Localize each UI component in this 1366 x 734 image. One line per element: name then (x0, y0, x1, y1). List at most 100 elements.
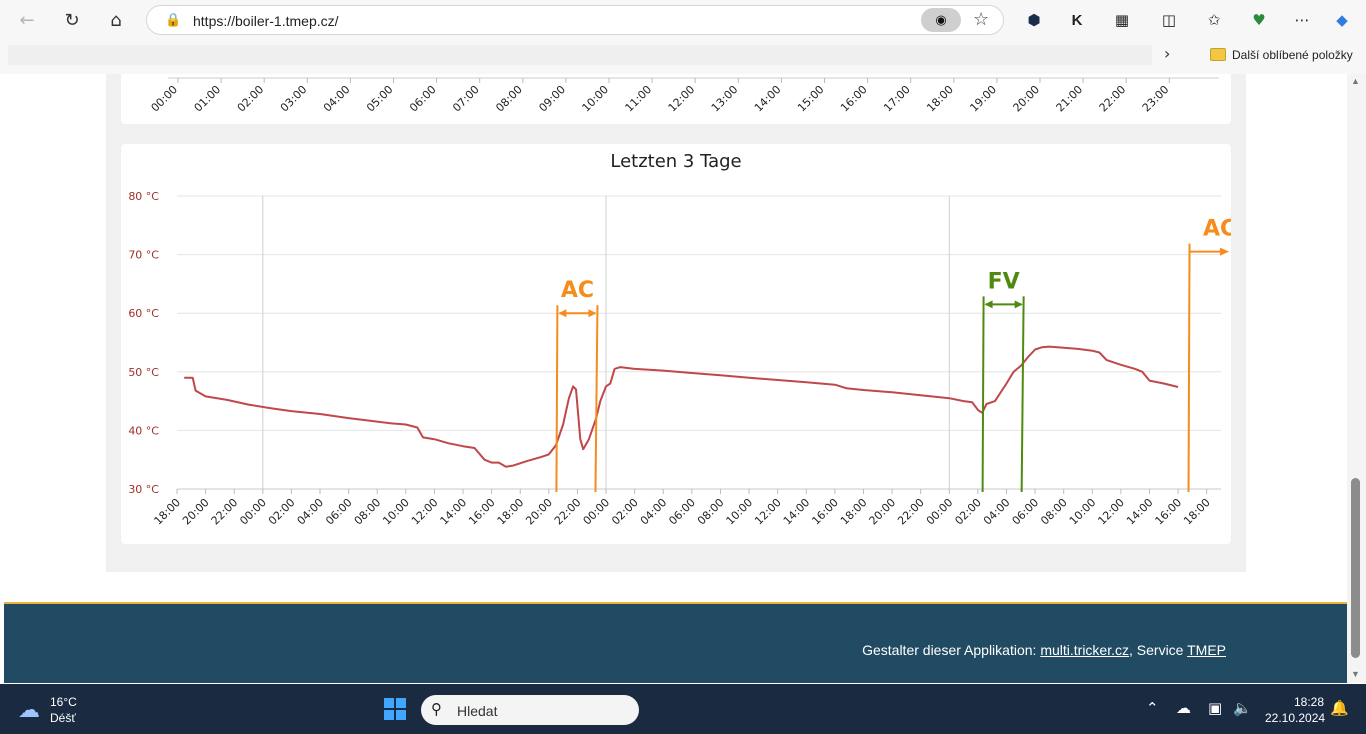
start-button[interactable] (384, 698, 406, 720)
clock-date[interactable]: 22.10.2024 (1265, 711, 1326, 725)
annotation-fv: FV (981, 269, 1025, 493)
x-tick-label: 04:00 (638, 496, 670, 528)
x-tick-label: 04:00 (295, 496, 327, 528)
annotation-arrow-left (558, 309, 567, 318)
browser-essentials-icon[interactable]: ♥ (1252, 11, 1266, 29)
daily-x-tick-label: 23:00 (1140, 83, 1172, 115)
weather-description[interactable]: Déšť (50, 711, 76, 725)
annotation-arrow-left (984, 300, 993, 309)
x-tick-label: 18:00 (495, 496, 527, 528)
network-icon[interactable]: ▣ (1208, 699, 1223, 717)
x-tick-label: 18:00 (1181, 496, 1213, 528)
home-button[interactable]: ⌂ (110, 9, 122, 31)
weather-temperature[interactable]: 16°C (50, 695, 77, 709)
x-tick-label: 20:00 (867, 496, 899, 528)
x-tick-label: 02:00 (609, 496, 641, 528)
x-tick-label: 06:00 (323, 496, 355, 528)
annotation-ac: AC (555, 278, 599, 493)
search-icon: ⚲ (431, 700, 442, 718)
chevron-up-icon[interactable]: ⌃ (1146, 699, 1159, 717)
x-tick-label: 06:00 (666, 496, 698, 528)
daily-x-tick-label: 08:00 (493, 83, 525, 115)
y-tick-label: 50 °C (128, 366, 159, 379)
browser-toolbar: ← ↻ ⌂ 🔒 https://boiler-1.tmep.cz/ ◉ ☆ ⬢ … (0, 0, 1366, 74)
daily-x-tick-label: 00:00 (149, 83, 181, 115)
tracking-prevention-icon[interactable]: ◉ (921, 8, 961, 32)
x-tick-label: 10:00 (1067, 496, 1099, 528)
x-tick-label: 02:00 (952, 496, 984, 528)
x-tick-label: 08:00 (1038, 496, 1070, 528)
notification-bell-icon[interactable]: 🔔 (1330, 699, 1349, 717)
annotation-start-line (981, 296, 985, 493)
favorite-star-icon[interactable]: ☆ (973, 9, 990, 30)
daily-x-tick-label: 18:00 (924, 83, 956, 115)
footer-link-service[interactable]: TMEP (1187, 642, 1226, 658)
x-tick-label: 12:00 (1095, 496, 1127, 528)
x-tick-label: 00:00 (924, 496, 956, 528)
split-screen-icon[interactable]: ◫ (1161, 11, 1177, 29)
annotation-arrow-right (588, 309, 597, 318)
x-tick-label: 00:00 (237, 496, 269, 528)
annotation-start-line (555, 305, 559, 493)
x-tick-label: 22:00 (552, 496, 584, 528)
annotation-label: AC (561, 278, 594, 303)
x-tick-label: 12:00 (752, 496, 784, 528)
footer-prefix: Gestalter dieser Applikation: (862, 642, 1041, 658)
x-tick-label: 18:00 (838, 496, 870, 528)
x-tick-label: 14:00 (438, 496, 470, 528)
extension-k-icon[interactable]: K (1071, 11, 1083, 29)
reload-button[interactable]: ↻ (64, 9, 80, 31)
temperature-series-line (184, 345, 1179, 468)
x-tick-label: 22:00 (209, 496, 241, 528)
x-tick-label: 08:00 (352, 496, 384, 528)
scroll-up-icon[interactable]: ▲ (1351, 76, 1360, 86)
folder-icon[interactable] (1210, 48, 1226, 61)
volume-icon[interactable]: 🔈 (1233, 699, 1252, 717)
copilot-icon[interactable]: ◆ (1336, 11, 1348, 29)
annotation-end-line (1020, 296, 1025, 493)
x-tick-label: 16:00 (466, 496, 498, 528)
x-tick-label: 06:00 (1010, 496, 1042, 528)
x-tick-label: 22:00 (895, 496, 927, 528)
scroll-down-icon[interactable]: ▼ (1351, 669, 1360, 679)
daily-x-tick-label: 19:00 (967, 83, 999, 115)
page-viewport: 00:00 01:00 02:00 03:00 04:00 05:00 06:00 07:00… (4, 74, 1347, 683)
page-scrollbar[interactable]: ▲ ▼ (1347, 74, 1366, 683)
url-text[interactable]: https://boiler-1.tmep.cz/ (193, 13, 339, 29)
daily-x-tick-label: 17:00 (881, 83, 913, 115)
address-bar[interactable]: 🔒 https://boiler-1.tmep.cz/ ◉ ☆ (146, 5, 1004, 35)
footer-link-author[interactable]: multi.tricker.cz (1040, 642, 1129, 658)
annotation-ac: AC (1187, 217, 1236, 493)
other-favorites-label[interactable]: Další oblíbené položky (1232, 48, 1353, 62)
clock-time[interactable]: 18:28 (1294, 695, 1325, 709)
x-tick-label: 10:00 (380, 496, 412, 528)
page-footer: Gestalter dieser Applikation: multi.tric… (4, 602, 1347, 683)
daily-x-tick-label: 21:00 (1054, 83, 1086, 115)
annotation-label: FV (988, 269, 1020, 294)
extension-hex-icon[interactable]: ⬢ (1027, 11, 1041, 29)
x-tick-label: 10:00 (724, 496, 756, 528)
scroll-thumb[interactable] (1351, 478, 1360, 658)
taskbar-search[interactable]: ⚲ Hledat (421, 695, 639, 725)
daily-x-tick-label: 05:00 (364, 83, 396, 115)
x-tick-label: 04:00 (981, 496, 1013, 528)
x-tick-label: 14:00 (781, 496, 813, 528)
x-tick-label: 02:00 (266, 496, 298, 528)
onedrive-cloud-icon[interactable]: ☁ (1176, 699, 1191, 717)
chart-title: Letzten 3 Tage (610, 151, 741, 172)
daily-x-tick-label: 07:00 (450, 83, 482, 115)
x-tick-label: 16:00 (809, 496, 841, 528)
chevron-right-icon[interactable]: › (1164, 44, 1171, 63)
rain-cloud-icon[interactable]: ☁ (18, 698, 40, 723)
x-tick-label: 20:00 (523, 496, 555, 528)
daily-x-tick-label: 20:00 (1011, 83, 1043, 115)
extensions-icon[interactable]: ▦ (1114, 11, 1130, 29)
daily-x-tick-label: 04:00 (321, 83, 353, 115)
x-tick-label: 00:00 (581, 496, 613, 528)
more-menu-icon[interactable]: ⋯ (1294, 11, 1310, 29)
daily-x-tick-label: 06:00 (407, 83, 439, 115)
favorites-icon[interactable]: ✩ (1207, 11, 1221, 29)
back-button[interactable]: ← (19, 9, 35, 31)
daily-x-tick-label: 12:00 (666, 83, 698, 115)
daily-x-tick-label: 14:00 (752, 83, 784, 115)
